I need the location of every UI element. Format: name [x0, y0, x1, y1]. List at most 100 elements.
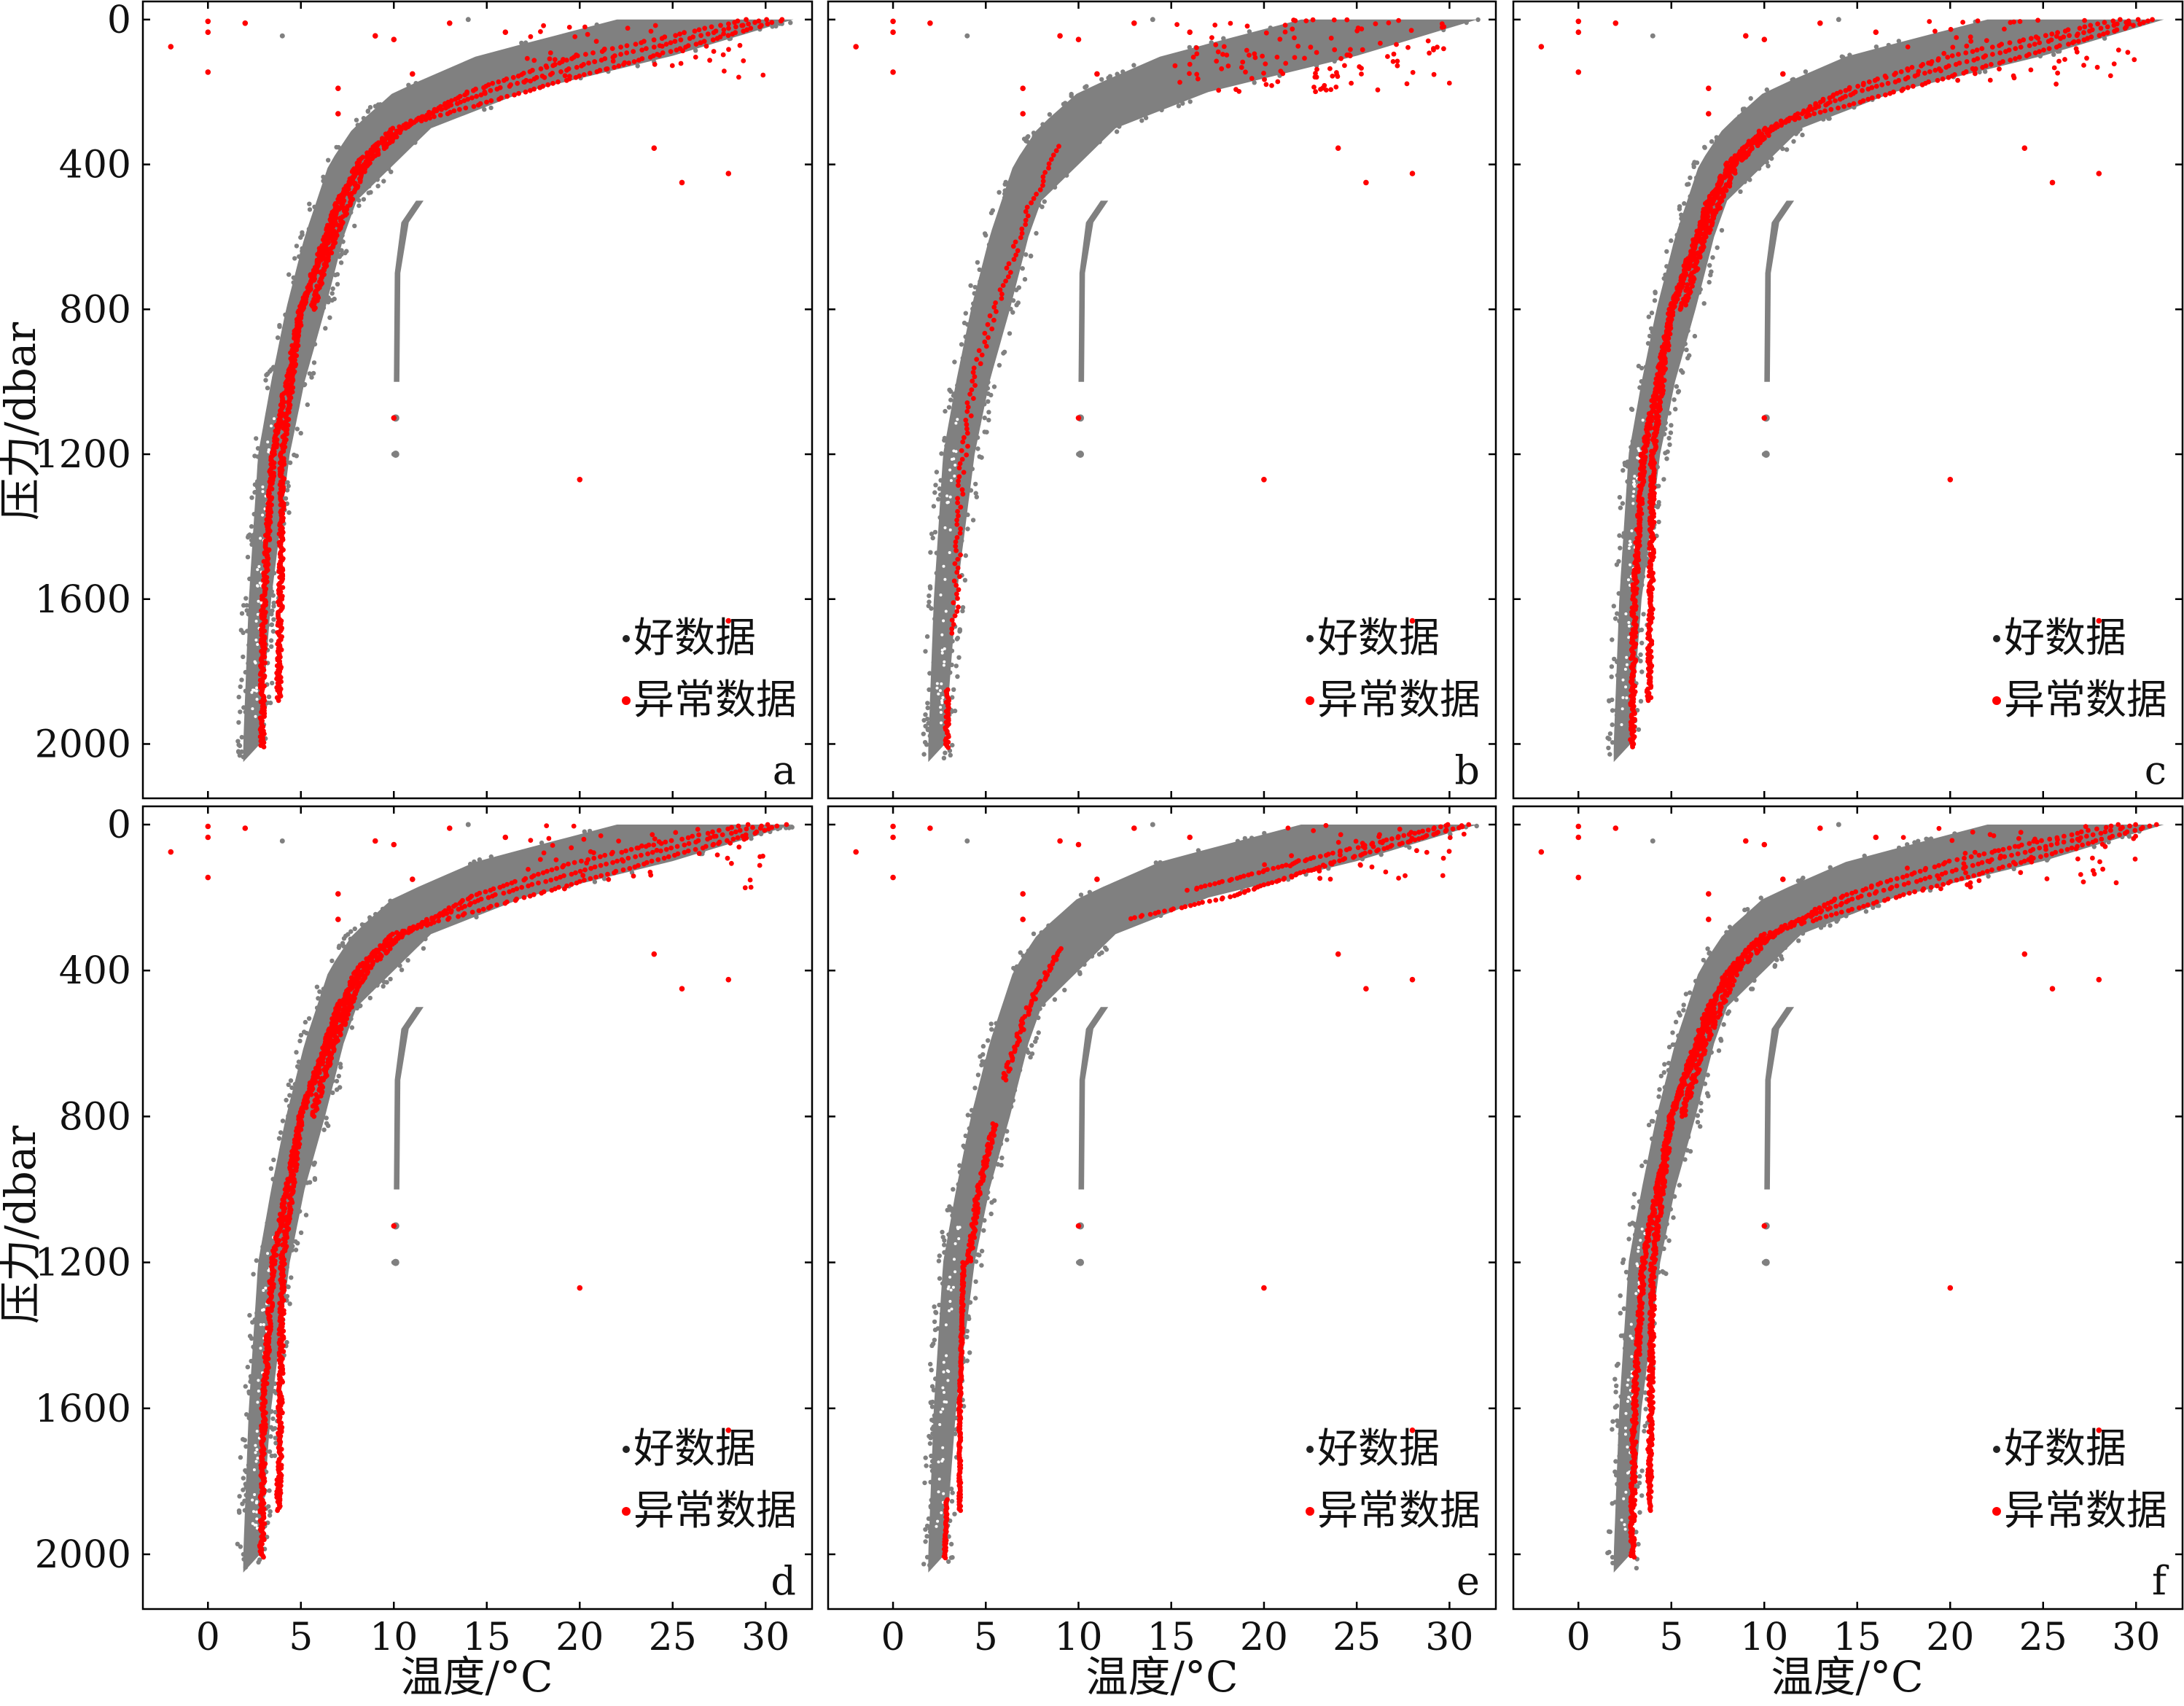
bad-point: [750, 825, 755, 830]
bad-point: [476, 908, 482, 914]
good-point: [289, 1247, 295, 1253]
bad-point: [2003, 49, 2008, 54]
bad-point: [737, 42, 743, 48]
good-point: [926, 720, 931, 726]
good-point: [241, 630, 246, 635]
bad-point: [1973, 71, 1978, 77]
good-point: [932, 490, 937, 495]
bad-point: [765, 822, 771, 827]
bad-point: [1980, 65, 1986, 70]
good-point: [1682, 200, 1687, 206]
bad-point: [1405, 44, 1411, 50]
good-point: [378, 102, 383, 107]
bad-data-points: [168, 822, 789, 1560]
bad-point: [469, 909, 475, 915]
speck: [1625, 696, 1629, 700]
bad-point: [682, 842, 687, 848]
good-point: [1648, 326, 1654, 331]
bad-point: [626, 61, 631, 66]
good-point: [1653, 289, 1658, 295]
speck: [943, 577, 947, 581]
good-point: [384, 980, 389, 985]
bad-point: [1439, 25, 1445, 30]
speck: [1628, 543, 1631, 547]
bad-point: [2054, 34, 2059, 39]
bad-point: [1989, 62, 1994, 67]
good-point: [944, 443, 949, 448]
speck: [253, 1493, 257, 1496]
bad-point: [1906, 68, 1911, 73]
legend-good-label: 好数据: [1317, 615, 1440, 662]
good-point: [1063, 101, 1068, 106]
bad-point: [569, 881, 574, 887]
bad-outlier: [1057, 33, 1063, 39]
bad-point: [953, 583, 959, 588]
y-tick-label: 1200: [35, 433, 131, 477]
bad-point: [2021, 37, 2027, 43]
bad-point: [573, 74, 579, 80]
bad-point: [1865, 86, 1871, 92]
speck: [255, 698, 259, 701]
good-point: [321, 986, 327, 992]
bad-point: [432, 108, 437, 114]
bad-point: [547, 50, 553, 55]
good-point: [972, 284, 978, 290]
bad-point: [1048, 157, 1054, 163]
good-point: [1610, 708, 1615, 713]
bad-point: [1933, 68, 1938, 73]
bad-point: [455, 101, 460, 106]
bad-point: [1990, 52, 1995, 57]
bad-point: [269, 1308, 274, 1313]
good-point: [235, 739, 241, 744]
bad-point: [1677, 306, 1683, 312]
bad-point: [1954, 35, 1959, 40]
bad-point: [692, 28, 698, 34]
good-point: [931, 660, 937, 665]
speckles: [1620, 418, 1645, 726]
bad-point: [764, 17, 769, 23]
bad-point: [957, 461, 963, 467]
bad-point: [1446, 80, 1452, 86]
good-point: [962, 577, 968, 583]
good-point: [241, 654, 246, 660]
bad-point: [531, 76, 537, 82]
bad-point: [1949, 73, 1955, 79]
bad-point: [958, 526, 963, 531]
bad-point: [1425, 38, 1431, 44]
good-point: [477, 857, 483, 862]
good-point: [1652, 329, 1657, 334]
bad-point: [1342, 63, 1347, 69]
good-point: [1669, 423, 1674, 428]
bad-point: [2067, 33, 2072, 39]
good-point: [970, 306, 975, 311]
speck: [949, 479, 953, 483]
bad-point: [1899, 87, 1905, 93]
speck: [1631, 502, 1635, 505]
bad-outlier: [391, 415, 397, 421]
good-point: [268, 1509, 273, 1514]
bad-point: [612, 65, 617, 70]
speck: [255, 1430, 259, 1433]
bad-point: [1431, 71, 1437, 77]
bad-point: [774, 823, 780, 829]
good-point: [239, 735, 244, 740]
good-point: [251, 1271, 256, 1277]
bad-point: [1283, 61, 1289, 66]
speck: [264, 1286, 268, 1290]
good-point: [298, 1032, 304, 1038]
good-point: [926, 603, 932, 609]
good-point: [311, 370, 316, 376]
good-point: [972, 437, 978, 442]
good-point: [247, 1442, 253, 1447]
bad-point: [478, 92, 484, 98]
speck: [267, 1269, 270, 1272]
bad-point: [1174, 22, 1179, 27]
bad-point: [504, 93, 510, 99]
good-point: [1977, 69, 1982, 75]
y-tick-label: 1600: [35, 578, 131, 622]
good-point: [1652, 298, 1658, 303]
bad-point: [1290, 26, 1295, 32]
good-point: [380, 906, 386, 912]
bad-point: [1348, 47, 1353, 52]
good-point: [264, 373, 269, 378]
